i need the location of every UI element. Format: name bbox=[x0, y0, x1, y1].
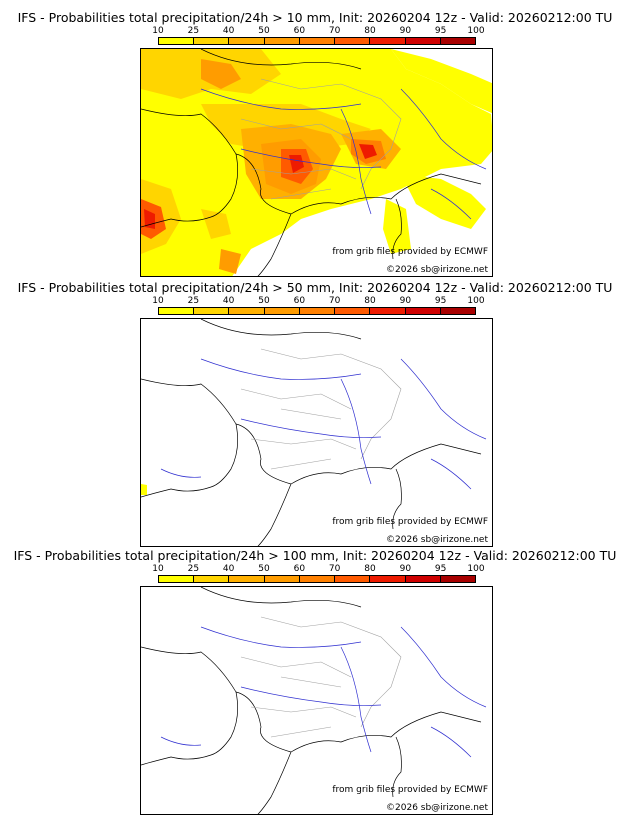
colorbar-swatch bbox=[194, 38, 230, 44]
colorbar-tick-60: 60 bbox=[293, 26, 306, 36]
colorbar-tick-25: 25 bbox=[187, 296, 200, 306]
colorbar-tick-70: 70 bbox=[328, 296, 341, 306]
coastlines bbox=[141, 587, 482, 814]
colorbar-tick-70: 70 bbox=[328, 564, 341, 574]
panel-title: IFS - Probabilities total precipitation/… bbox=[17, 10, 613, 25]
credit-source: from grib files provided by ECMWF bbox=[332, 517, 488, 527]
colorbar-tick-80: 80 bbox=[364, 26, 376, 36]
colorbar-tick-95: 95 bbox=[434, 26, 447, 36]
colorbar-swatch bbox=[405, 308, 441, 314]
panel-title: IFS - Probabilities total precipitation/… bbox=[13, 548, 617, 563]
colorbar-swatch bbox=[229, 576, 265, 582]
colorbar-swatch bbox=[440, 308, 475, 314]
colorbar-tick-100: 100 bbox=[467, 564, 485, 574]
colorbar-tick-40: 40 bbox=[222, 26, 235, 36]
map-canvas bbox=[141, 49, 492, 276]
colorbar: 10 25 40 50 60 70 80 90 95 100 bbox=[152, 26, 485, 50]
colorbar-tick-70: 70 bbox=[328, 26, 341, 36]
colorbar-tick-40: 40 bbox=[222, 296, 235, 306]
coastlines bbox=[141, 319, 482, 546]
colorbar-tick-50: 50 bbox=[258, 564, 270, 574]
colorbar-tick-40: 40 bbox=[222, 564, 235, 574]
colorbar-tick-100: 100 bbox=[467, 296, 485, 306]
colorbar-swatch bbox=[370, 308, 406, 314]
probability-map: from grib files provided by ECMWF ©2026 … bbox=[140, 48, 493, 277]
panel-10mm: IFS - Probabilities total precipitation/… bbox=[0, 0, 630, 280]
colorbar-swatch bbox=[159, 576, 195, 582]
precip-field bbox=[141, 49, 492, 276]
colorbar-swatch bbox=[335, 308, 371, 314]
colorbar-tick-95: 95 bbox=[434, 296, 447, 306]
colorbar-swatches bbox=[158, 307, 476, 315]
colorbar-swatch bbox=[299, 576, 336, 582]
colorbar-swatches bbox=[158, 575, 476, 583]
rivers bbox=[160, 358, 487, 490]
colorbar-swatch bbox=[299, 308, 336, 314]
colorbar-tick-80: 80 bbox=[364, 296, 376, 306]
credit-copyright: ©2026 sb@irizone.net bbox=[386, 535, 488, 545]
colorbar-ticks: 10 25 40 50 60 70 80 90 95 100 bbox=[152, 26, 484, 37]
colorbar-swatch bbox=[370, 38, 406, 44]
borders bbox=[240, 616, 402, 738]
colorbar-swatch bbox=[405, 38, 441, 44]
panel-50mm: IFS - Probabilities total precipitation/… bbox=[0, 270, 630, 550]
colorbar-swatch bbox=[370, 576, 406, 582]
colorbar-tick-95: 95 bbox=[434, 564, 447, 574]
colorbar-tick-100: 100 bbox=[467, 26, 485, 36]
rivers bbox=[160, 626, 487, 758]
colorbar-swatch bbox=[264, 308, 300, 314]
probability-map: from grib files provided by ECMWF ©2026 … bbox=[140, 586, 493, 815]
map-canvas bbox=[141, 319, 487, 546]
colorbar-swatch bbox=[264, 38, 300, 44]
colorbar-swatches bbox=[158, 37, 476, 45]
borders bbox=[240, 78, 402, 200]
map-canvas bbox=[141, 587, 487, 814]
coastlines bbox=[141, 49, 482, 276]
colorbar-tick-50: 50 bbox=[258, 26, 270, 36]
credit-source: from grib files provided by ECMWF bbox=[332, 785, 488, 795]
colorbar-tick-25: 25 bbox=[187, 564, 200, 574]
colorbar-tick-80: 80 bbox=[364, 564, 376, 574]
probability-map: from grib files provided by ECMWF ©2026 … bbox=[140, 318, 493, 547]
colorbar-tick-90: 90 bbox=[399, 26, 412, 36]
colorbar: 10 25 40 50 60 70 80 90 95 100 bbox=[152, 296, 485, 320]
borders bbox=[240, 348, 402, 470]
colorbar-swatch bbox=[159, 38, 195, 44]
colorbar: 10 25 40 50 60 70 80 90 95 100 bbox=[152, 564, 485, 588]
colorbar-ticks: 10 25 40 50 60 70 80 90 95 100 bbox=[152, 564, 484, 575]
colorbar-tick-10: 10 bbox=[152, 296, 164, 306]
colorbar-tick-90: 90 bbox=[399, 296, 412, 306]
colorbar-swatch bbox=[229, 308, 265, 314]
colorbar-tick-10: 10 bbox=[152, 564, 164, 574]
rivers bbox=[200, 88, 487, 220]
colorbar-swatch bbox=[440, 38, 475, 44]
colorbar-swatch bbox=[440, 576, 475, 582]
colorbar-swatch bbox=[335, 576, 371, 582]
colorbar-swatch bbox=[335, 38, 371, 44]
panel-100mm: IFS - Probabilities total precipitation/… bbox=[0, 538, 630, 828]
colorbar-swatch bbox=[194, 308, 230, 314]
colorbar-tick-25: 25 bbox=[187, 26, 200, 36]
colorbar-tick-50: 50 bbox=[258, 296, 270, 306]
colorbar-swatch bbox=[159, 308, 195, 314]
precip-field bbox=[141, 484, 147, 495]
colorbar-swatch bbox=[264, 576, 300, 582]
colorbar-swatch bbox=[194, 576, 230, 582]
colorbar-tick-10: 10 bbox=[152, 26, 164, 36]
colorbar-swatch bbox=[405, 576, 441, 582]
credit-copyright: ©2026 sb@irizone.net bbox=[386, 265, 488, 275]
panel-title: IFS - Probabilities total precipitation/… bbox=[17, 280, 613, 295]
colorbar-tick-60: 60 bbox=[293, 564, 306, 574]
colorbar-ticks: 10 25 40 50 60 70 80 90 95 100 bbox=[152, 296, 484, 307]
colorbar-tick-60: 60 bbox=[293, 296, 306, 306]
credit-copyright: ©2026 sb@irizone.net bbox=[386, 803, 488, 813]
colorbar-swatch bbox=[299, 38, 336, 44]
credit-source: from grib files provided by ECMWF bbox=[332, 247, 488, 257]
colorbar-tick-90: 90 bbox=[399, 564, 412, 574]
colorbar-swatch bbox=[229, 38, 265, 44]
